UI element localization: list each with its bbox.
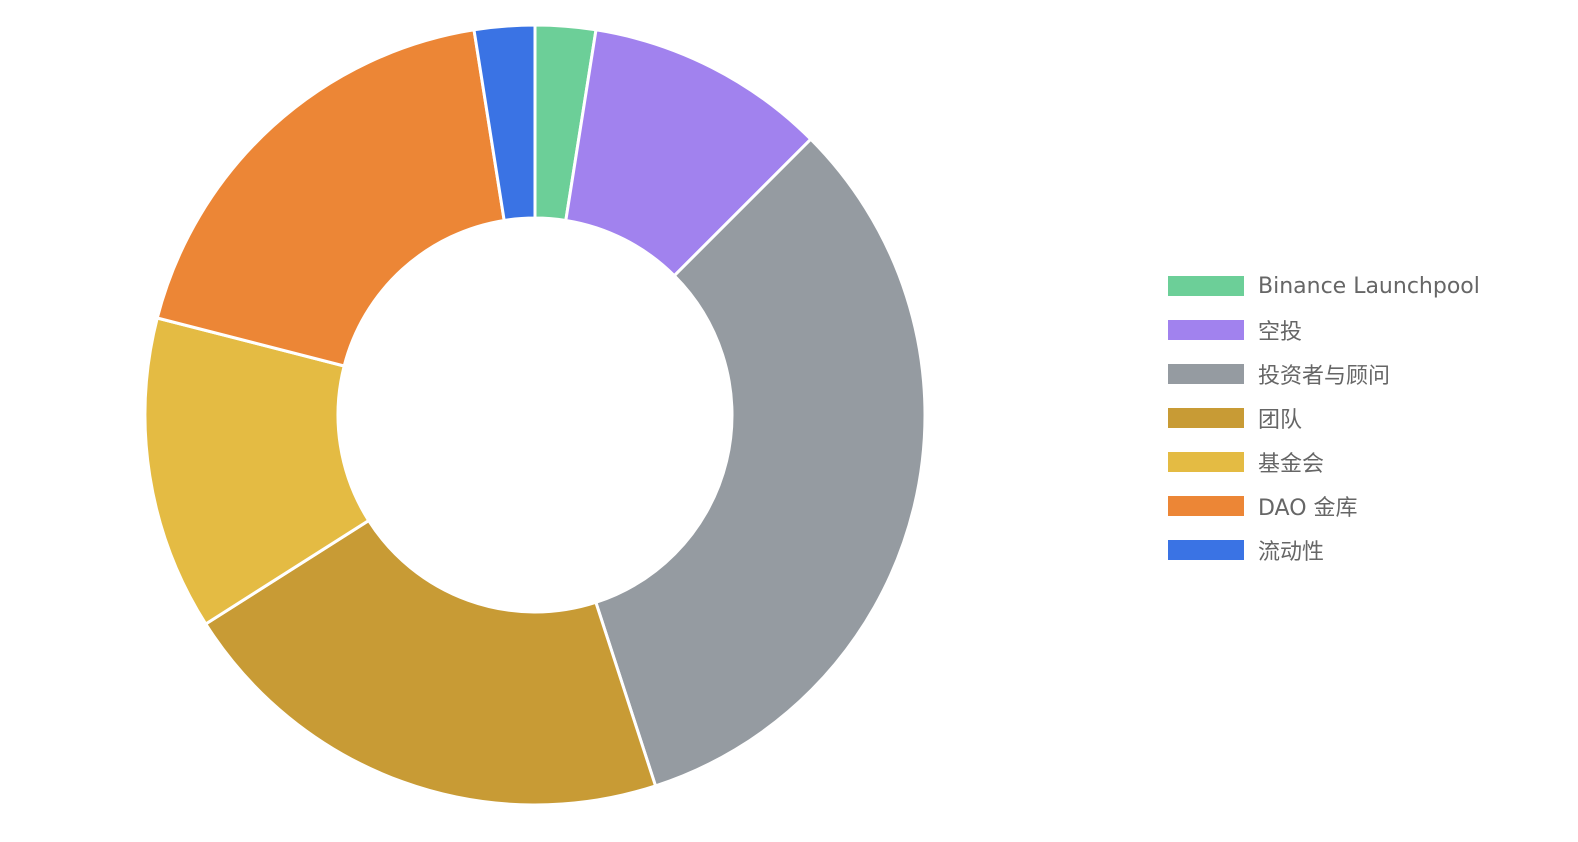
legend-label: 流动性	[1258, 540, 1325, 565]
legend-label: 团队	[1258, 408, 1303, 433]
legend-swatch	[1168, 408, 1244, 428]
donut-chart	[143, 23, 927, 807]
legend-swatch	[1168, 452, 1244, 472]
legend-swatch	[1168, 540, 1244, 560]
donut-slice-2[interactable]	[593, 137, 927, 788]
legend-label: Binance Launchpool	[1258, 273, 1480, 299]
legend: Binance Launchpool 空投投资者与顾问 团队基金会 DAO 金库 流动性	[1168, 264, 1480, 572]
legend-item-4[interactable]: 基金会	[1168, 440, 1480, 484]
donut-slice-6[interactable]	[472, 23, 537, 223]
donut-slice-5[interactable]	[155, 28, 506, 368]
legend-item-1[interactable]: 空投	[1168, 308, 1480, 352]
legend-item-5[interactable]: DAO 金库	[1168, 484, 1480, 528]
legend-swatch	[1168, 320, 1244, 340]
legend-swatch	[1168, 496, 1244, 516]
legend-item-0[interactable]: Binance Launchpool	[1168, 264, 1480, 308]
chart-area	[143, 23, 927, 807]
legend-label: 基金会	[1258, 452, 1325, 477]
legend-swatch	[1168, 364, 1244, 384]
donut-slice-3[interactable]	[203, 518, 658, 807]
legend-swatch	[1168, 276, 1244, 296]
legend-item-3[interactable]: 团队	[1168, 396, 1480, 440]
legend-label: DAO 金库	[1258, 496, 1358, 521]
legend-label: 投资者与顾问	[1258, 364, 1391, 389]
legend-item-2[interactable]: 投资者与顾问	[1168, 352, 1480, 396]
legend-label: 空投	[1258, 320, 1303, 345]
donut-slice-4[interactable]	[143, 316, 371, 627]
legend-item-6[interactable]: 流动性	[1168, 528, 1480, 572]
